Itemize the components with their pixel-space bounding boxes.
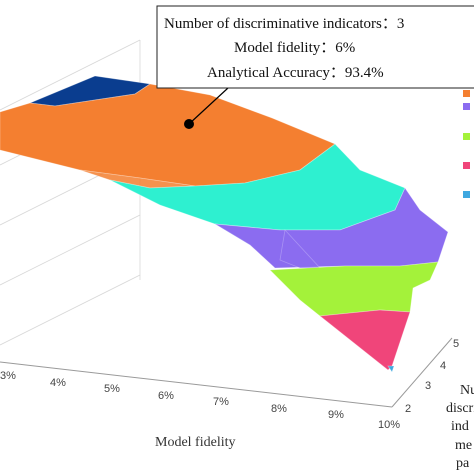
y-tick-label: 4: [440, 360, 446, 372]
tooltip-line-indicators: Number of discriminative indicators：3: [164, 16, 404, 32]
x-tick-label: 9%: [328, 409, 344, 421]
y-axis-label-fragment: discri: [446, 401, 474, 416]
grid-line: [0, 39, 141, 111]
x-tick-label: 7%: [213, 396, 229, 408]
grid-line: [0, 274, 141, 346]
tooltip-pointer: [188, 87, 229, 125]
legend-swatch: [463, 191, 470, 198]
x-tick-label: 4%: [50, 377, 66, 389]
tooltip-box: [156, 5, 474, 89]
surface-band-purple-shade: [279, 229, 321, 269]
axis-lines: [0, 337, 453, 408]
legend-swatch: [463, 103, 470, 110]
x-tick-label: 6%: [158, 390, 174, 402]
x-axis-label: Model fidelity: [155, 435, 236, 450]
x-axis-ticks: 3% 4% 5% 6% 7% 8% 9% 10%: [0, 370, 400, 431]
legend-swatch: [463, 133, 470, 140]
y-axis-line: [391, 337, 453, 408]
surface: [0, 75, 449, 373]
y-axis-ticks: 2 3 4 5: [405, 338, 459, 415]
x-axis-line: [0, 361, 393, 408]
surface-band-blue: [387, 365, 395, 373]
y-tick-label: 3: [425, 380, 431, 392]
surface-band-pink: [318, 309, 411, 371]
y-axis-label: Nu discri ind me pa: [446, 383, 474, 471]
highlight-point-marker: [184, 119, 194, 129]
legend-swatch: [463, 90, 470, 97]
x-tick-label: 8%: [271, 403, 287, 415]
tooltip-line-fidelity: Model fidelity：6%: [234, 40, 355, 56]
y-axis-label-fragment: ind: [451, 419, 469, 434]
x-tick-label: 10%: [378, 419, 400, 431]
y-tick-label: 5: [453, 338, 459, 350]
x-tick-label: 3%: [0, 370, 16, 382]
y-tick-label: 2: [405, 403, 411, 415]
y-axis-label-fragment: me: [455, 438, 472, 453]
surface-band-green: [269, 261, 439, 317]
surface-band-purple: [214, 187, 449, 269]
grid-line: [0, 214, 141, 286]
tooltip-line-accuracy: Analytical Accuracy：93.4%: [207, 65, 384, 81]
x-tick-label: 5%: [104, 383, 120, 395]
legend-swatch: [463, 162, 470, 169]
tooltip: Number of discriminative indicators：3 Mo…: [156, 5, 474, 89]
y-axis-label-fragment: Nu: [460, 383, 474, 398]
y-axis-label-fragment: pa: [456, 456, 470, 471]
